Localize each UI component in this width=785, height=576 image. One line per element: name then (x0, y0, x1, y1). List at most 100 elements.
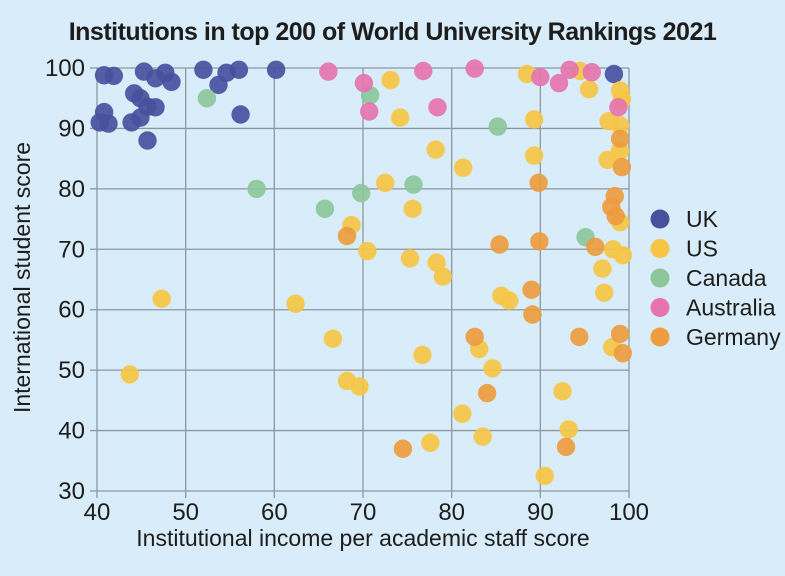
data-point-uk (194, 60, 213, 79)
legend-swatch-australia (650, 298, 670, 317)
data-point-uk (266, 60, 286, 79)
y-tick-label: 70 (58, 236, 85, 263)
x-tick-label: 70 (350, 499, 377, 526)
data-point-us (579, 80, 599, 99)
data-point-us (610, 116, 630, 135)
data-point-australia (531, 67, 550, 87)
data-point-australia (465, 59, 484, 78)
data-point-canada (488, 117, 507, 136)
data-point-us (553, 382, 572, 401)
data-point-germany (610, 129, 630, 148)
legend-swatch-canada (650, 268, 670, 288)
data-point-canada (197, 89, 217, 108)
data-point-us (454, 158, 473, 177)
data-point-australia (354, 73, 374, 93)
data-point-germany (586, 237, 605, 257)
data-point-us (524, 110, 544, 129)
x-tick-label: 50 (172, 499, 199, 526)
data-point-us (427, 253, 446, 272)
legend-label-us: US (686, 236, 718, 262)
data-point-germany (570, 327, 589, 347)
data-point-us (323, 329, 343, 348)
data-point-australia (549, 73, 569, 93)
data-point-australia (414, 61, 433, 81)
data-point-uk (99, 114, 118, 133)
data-point-canada (247, 179, 266, 199)
data-point-germany (610, 324, 630, 344)
y-tick-label: 30 (58, 478, 85, 505)
y-tick-label: 40 (58, 418, 85, 445)
data-point-australia (582, 62, 601, 82)
data-point-uk (104, 66, 124, 86)
data-point-canada (315, 199, 335, 218)
legend-swatch-us (650, 239, 670, 258)
data-point-us (500, 291, 519, 310)
y-tick-label: 100 (45, 55, 85, 82)
x-axis-title: Institutional income per academic staff … (136, 525, 589, 551)
data-point-uk (604, 64, 624, 84)
data-point-us (350, 377, 369, 396)
data-point-germany (465, 327, 484, 347)
data-point-us (535, 466, 554, 486)
data-point-us (473, 427, 492, 446)
data-point-canada (352, 183, 371, 203)
legend: UK US Canada Australia Germany (650, 206, 781, 350)
data-point-us (559, 420, 578, 439)
data-point-us (433, 267, 452, 286)
legend-label-uk: UK (686, 206, 719, 232)
data-point-germany (522, 280, 541, 299)
data-point-germany (523, 305, 542, 324)
x-tick-label: 80 (438, 499, 465, 526)
y-tick-label: 80 (58, 176, 85, 203)
data-point-germany (613, 344, 632, 363)
data-point-uk (229, 60, 249, 79)
legend-label-germany: Germany (686, 324, 781, 350)
data-point-uk (209, 75, 228, 95)
data-point-australia (360, 102, 379, 121)
data-point-australia (319, 62, 338, 81)
data-point-uk (138, 131, 157, 150)
legend-swatch-germany (650, 327, 670, 347)
data-point-germany (529, 173, 548, 192)
data-point-australia (609, 98, 628, 117)
data-point-germany (337, 226, 357, 246)
data-point-uk (231, 105, 250, 124)
y-axis-title: International student score (9, 142, 35, 413)
data-point-us (376, 173, 395, 192)
data-point-layer (90, 59, 632, 486)
data-point-us (595, 283, 614, 302)
data-point-us (453, 404, 472, 423)
data-point-australia (428, 98, 447, 117)
chart-title: Institutions in top 200 of World Univers… (68, 18, 717, 46)
data-point-us (286, 294, 305, 313)
data-point-germany (530, 232, 549, 251)
y-tick-label: 60 (58, 297, 85, 324)
data-point-us (413, 345, 432, 365)
legend-label-australia: Australia (686, 295, 776, 321)
y-tick-label: 90 (58, 115, 85, 142)
data-point-us (120, 365, 139, 384)
data-point-us (403, 199, 422, 218)
x-tick-label: 40 (84, 499, 111, 526)
y-tick-label: 50 (58, 357, 85, 384)
x-tick-label: 60 (261, 499, 288, 526)
data-point-germany (477, 383, 497, 403)
data-point-us (613, 246, 632, 265)
data-point-germany (606, 206, 625, 226)
data-point-us (593, 259, 612, 278)
data-point-uk (131, 108, 150, 127)
data-point-uk (162, 72, 181, 92)
grid-layer (90, 67, 630, 498)
data-point-us (426, 140, 445, 159)
data-point-us (524, 146, 544, 165)
data-point-us (483, 359, 502, 378)
data-point-us (381, 70, 400, 90)
data-point-germany (393, 439, 413, 458)
data-point-us (152, 289, 171, 308)
data-point-germany (612, 157, 632, 177)
data-point-germany (490, 235, 509, 254)
data-point-us (421, 433, 440, 452)
